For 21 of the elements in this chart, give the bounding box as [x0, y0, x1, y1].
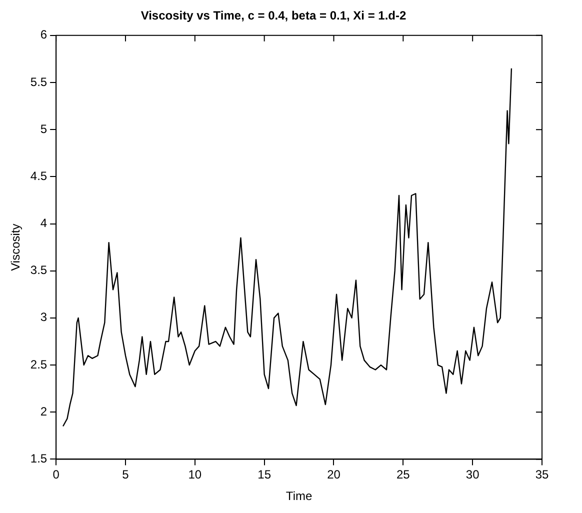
y-axis-title: Viscosity: [8, 224, 23, 271]
y-tick-label: 5.5: [30, 74, 48, 89]
x-tick-label: 10: [188, 468, 202, 482]
y-tick-label: 1.5: [30, 452, 48, 466]
y-tick-label: 3.5: [30, 263, 48, 278]
x-tick-label: 5: [122, 468, 130, 482]
y-tick-label: 2: [40, 404, 48, 418]
x-tick-label: 15: [258, 468, 272, 482]
y-tick-label: 2.5: [30, 357, 48, 372]
chart-title: Viscosity vs Time, c = 0.4, beta = 0.1, Xi = 1.d-2: [140, 8, 407, 23]
y-tick-label: 4.5: [30, 168, 48, 183]
x-tick-label: 20: [327, 468, 341, 482]
x-tick-label: 30: [466, 468, 480, 482]
y-tick-label: 4: [40, 216, 48, 230]
y-tick-label: 5: [40, 122, 48, 136]
x-axis-title: Time: [286, 489, 312, 504]
x-tick-label: 25: [396, 468, 410, 482]
x-tick-label: 0: [52, 468, 60, 482]
y-tick-label: 6: [40, 28, 48, 42]
y-tick-label: 3: [40, 310, 48, 324]
x-tick-label: 35: [535, 468, 549, 482]
